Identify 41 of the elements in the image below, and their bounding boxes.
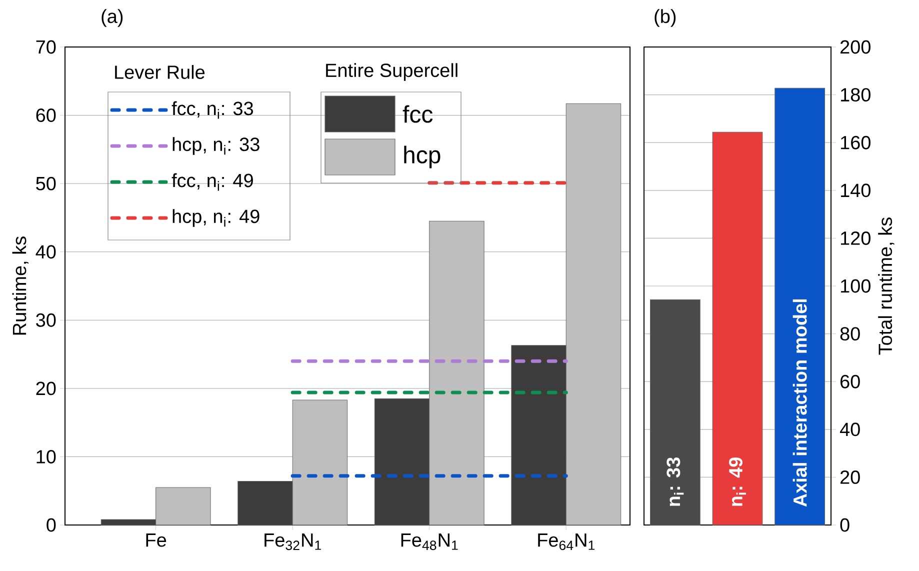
y2-tick-label: 80 xyxy=(840,327,860,341)
legend-label: hcp, n$_{i}$: 49 xyxy=(172,209,260,227)
y-axis-title: Runtime, ks xyxy=(12,236,28,335)
y-tick-label: 20 xyxy=(36,382,56,396)
legend-title: Lever Rule xyxy=(115,65,205,79)
y2-tick-label: 140 xyxy=(840,184,870,198)
y-tick-label: 0 xyxy=(46,518,56,532)
legend-label: hcp, n$_{i}$: 33 xyxy=(172,137,260,155)
legend-label: fcc xyxy=(402,105,433,123)
y-tick-label: 10 xyxy=(36,450,56,464)
x-tick-label: n$_{i}$: 33 xyxy=(666,458,684,506)
y2-tick-label: 60 xyxy=(840,374,860,388)
x-tick-label: Axial interaction model xyxy=(792,299,807,507)
x-tick-label: n$_{i}$: 49 xyxy=(729,458,746,506)
y2-tick-label: 20 xyxy=(840,470,860,484)
y-tick-label: 40 xyxy=(36,245,56,259)
legend-label: fcc, n$_{i}$: 33 xyxy=(172,101,253,119)
x-tick-label: Fe xyxy=(146,534,166,547)
legend-label: hcp xyxy=(404,146,440,168)
y-tick-label: 70 xyxy=(36,40,56,54)
y2-tick-label: 120 xyxy=(840,231,870,245)
annotation: Entire Supercell xyxy=(326,63,458,81)
legend-label: fcc, n$_{i}$: 49 xyxy=(172,173,253,191)
x-tick-label: Fe$_{64}$N$_{1}$ xyxy=(538,534,595,550)
y2-tick-label: 180 xyxy=(840,88,870,102)
y-tick-label: 50 xyxy=(36,176,56,190)
y2-tick-label: 200 xyxy=(840,40,870,54)
y2-axis-title: Total runtime, ks xyxy=(878,218,894,355)
bar xyxy=(712,132,763,526)
y2-tick-label: 0 xyxy=(840,518,850,532)
y-tick-label: 30 xyxy=(36,313,56,327)
y2-tick-label: 160 xyxy=(840,136,870,150)
x-tick-label: Fe$_{48}$N$_{1}$ xyxy=(401,534,458,550)
bar xyxy=(774,88,826,526)
chart-title: (a) xyxy=(102,9,123,27)
y-tick-label: 60 xyxy=(36,108,56,122)
y2-tick-label: 100 xyxy=(840,279,870,293)
x-tick-label: Fe$_{32}$N$_{1}$ xyxy=(264,534,321,550)
chart-title: (b) xyxy=(654,9,676,27)
bar xyxy=(650,299,700,526)
y2-tick-label: 40 xyxy=(840,422,860,436)
